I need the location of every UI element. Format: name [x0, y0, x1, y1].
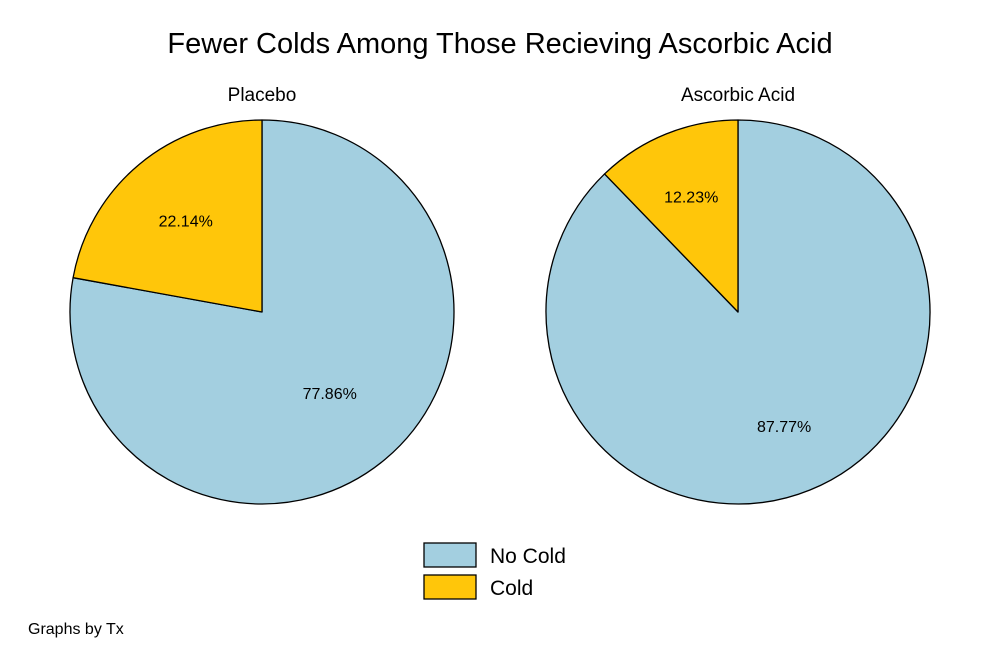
- pie-slice-placebo-cold: [72, 119, 263, 313]
- footnote: Graphs by Tx: [28, 621, 124, 638]
- chart-title: Fewer Colds Among Those Recieving Ascorb…: [167, 28, 833, 60]
- slice-label-placebo-cold: 22.14%: [159, 214, 213, 231]
- legend-label-cold: Cold: [490, 577, 533, 600]
- pie-ascorbic-acid: Ascorbic Acid 87.77% 12.23%: [545, 85, 931, 505]
- slice-label-placebo-no-cold: 77.86%: [303, 386, 357, 403]
- pie-placebo: Placebo 77.86% 22.14%: [69, 85, 455, 505]
- slice-label-ascorbic-acid-cold: 12.23%: [664, 189, 718, 206]
- pie-title-placebo: Placebo: [228, 85, 297, 106]
- legend: No Cold Cold: [423, 542, 566, 600]
- legend-swatch-no-cold: [423, 542, 477, 568]
- pie-slice-ascorbic-acid-cold: [603, 119, 739, 313]
- legend-swatch-cold: [423, 574, 477, 600]
- pie-slice-placebo-no-cold: [69, 119, 455, 505]
- slice-label-ascorbic-acid-no-cold: 87.77%: [757, 419, 811, 436]
- legend-label-no-cold: No Cold: [490, 545, 566, 568]
- pie-title-ascorbic-acid: Ascorbic Acid: [681, 85, 795, 106]
